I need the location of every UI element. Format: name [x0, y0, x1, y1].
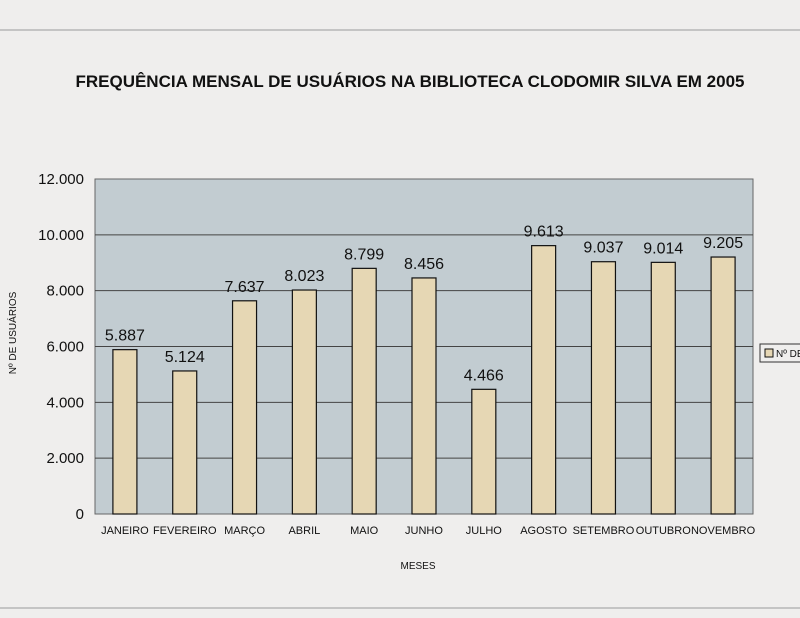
y-tick-label: 2.000 [46, 450, 84, 467]
x-tick-label: NOVEMBRO [691, 525, 756, 537]
x-tick-labels: JANEIRO FEVEREIRO MARÇO ABRIL MAIO JUNHO JULHO… [101, 525, 756, 537]
data-label: 7.637 [225, 279, 265, 296]
bar [172, 370, 198, 515]
data-label: 8.799 [344, 246, 384, 263]
bar [471, 388, 497, 515]
data-label: 8.023 [284, 268, 324, 285]
data-labels: 5.887 5.124 7.637 8.023 8.799 8.456 4.466 9.613… [105, 224, 743, 385]
x-tick-label: JUNHO [405, 525, 443, 537]
y-tick-labels: 0 2.000 4.000 6.000 8.000 10.000 12.000 [38, 171, 84, 523]
bar [351, 267, 377, 515]
y-tick-label: 6.000 [46, 339, 84, 356]
x-tick-label: OUTUBRO [636, 525, 691, 537]
data-label: 9.613 [524, 224, 564, 241]
x-tick-label: MARÇO [224, 525, 265, 537]
y-tick-label: 8.000 [46, 283, 84, 300]
y-tick-label: 4.000 [46, 394, 84, 411]
legend-swatch [764, 348, 774, 358]
data-label: 9.014 [643, 240, 683, 257]
x-tick-label: ABRIL [288, 525, 320, 537]
bar [231, 300, 258, 515]
x-axis-label: MESES [400, 561, 435, 572]
legend-label: Nº DE [776, 349, 800, 360]
x-tick-label: JANEIRO [101, 525, 149, 537]
data-label: 5.887 [105, 328, 145, 345]
y-tick-label: 0 [76, 506, 84, 523]
bar [650, 261, 676, 515]
bar [590, 261, 617, 515]
bars [112, 245, 736, 515]
x-tick-label: MAIO [350, 525, 379, 537]
data-label: 4.466 [464, 367, 504, 384]
x-tick-label: AGOSTO [520, 525, 567, 537]
bar [291, 289, 317, 515]
y-tick-label: 12.000 [38, 171, 84, 188]
x-tick-label: FEVEREIRO [153, 525, 217, 537]
chart-title: FREQUÊNCIA MENSAL DE USUÁRIOS NA BIBLIOT… [75, 72, 744, 91]
bar [531, 245, 557, 515]
y-axis-label: Nº DE USUÁRIOS [6, 291, 19, 374]
y-tick-label: 10.000 [38, 227, 84, 244]
data-label: 9.037 [583, 240, 623, 257]
x-tick-label: SETEMBRO [573, 525, 635, 537]
bar [411, 277, 437, 515]
data-label: 9.205 [703, 235, 743, 252]
data-label: 5.124 [165, 349, 205, 366]
bar [112, 349, 138, 515]
x-tick-label: JULHO [466, 525, 503, 537]
bar [710, 256, 736, 515]
data-label: 8.456 [404, 256, 444, 273]
